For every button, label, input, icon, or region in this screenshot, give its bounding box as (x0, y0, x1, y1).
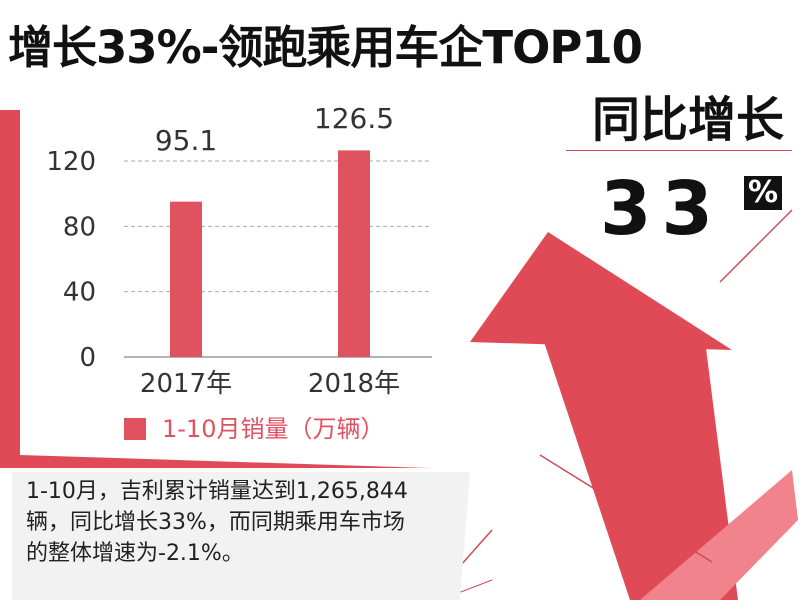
note-line: 辆，同比增长33%，而同期乘用车市场 (26, 510, 405, 535)
growth-arrow-tail (640, 470, 798, 600)
x-tick-label: 2017年 (140, 369, 232, 399)
deco-line (719, 209, 793, 283)
y-tick-label: 0 (79, 343, 96, 373)
data-label: 95.1 (155, 124, 217, 157)
growth-arrow-head (470, 232, 732, 350)
y-tick-label: 80 (63, 212, 96, 242)
deco-line (539, 454, 713, 563)
legend-label: 1-10月销量（万辆） (162, 415, 385, 443)
bar-2 (338, 150, 370, 357)
x-tick-label: 2018年 (308, 369, 400, 399)
yoy-label: 同比增长 (591, 92, 784, 148)
note-line: 1-10月，吉利累计销量达到1,265,844 (26, 479, 408, 504)
yoy-divider (566, 150, 792, 151)
y-tick-label: 120 (46, 147, 96, 177)
y-tick-label: 40 (63, 278, 96, 308)
yoy-percent-badge: % (744, 176, 782, 210)
note-panel (12, 472, 470, 600)
growth-arrow-shaft (540, 330, 738, 600)
data-label: 126.5 (314, 102, 394, 135)
note-line: 的整体增速为-2.1%。 (26, 541, 244, 566)
bar-1 (170, 201, 202, 357)
yoy-value: 33 (600, 166, 723, 252)
legend-swatch (124, 418, 146, 440)
headline-title: 增长33%-领跑乘用车企TOP10 (8, 21, 643, 74)
summary-note: 1-10月，吉利累计销量达到1,265,844 辆，同比增长33%，而同期乘用车… (26, 476, 456, 569)
